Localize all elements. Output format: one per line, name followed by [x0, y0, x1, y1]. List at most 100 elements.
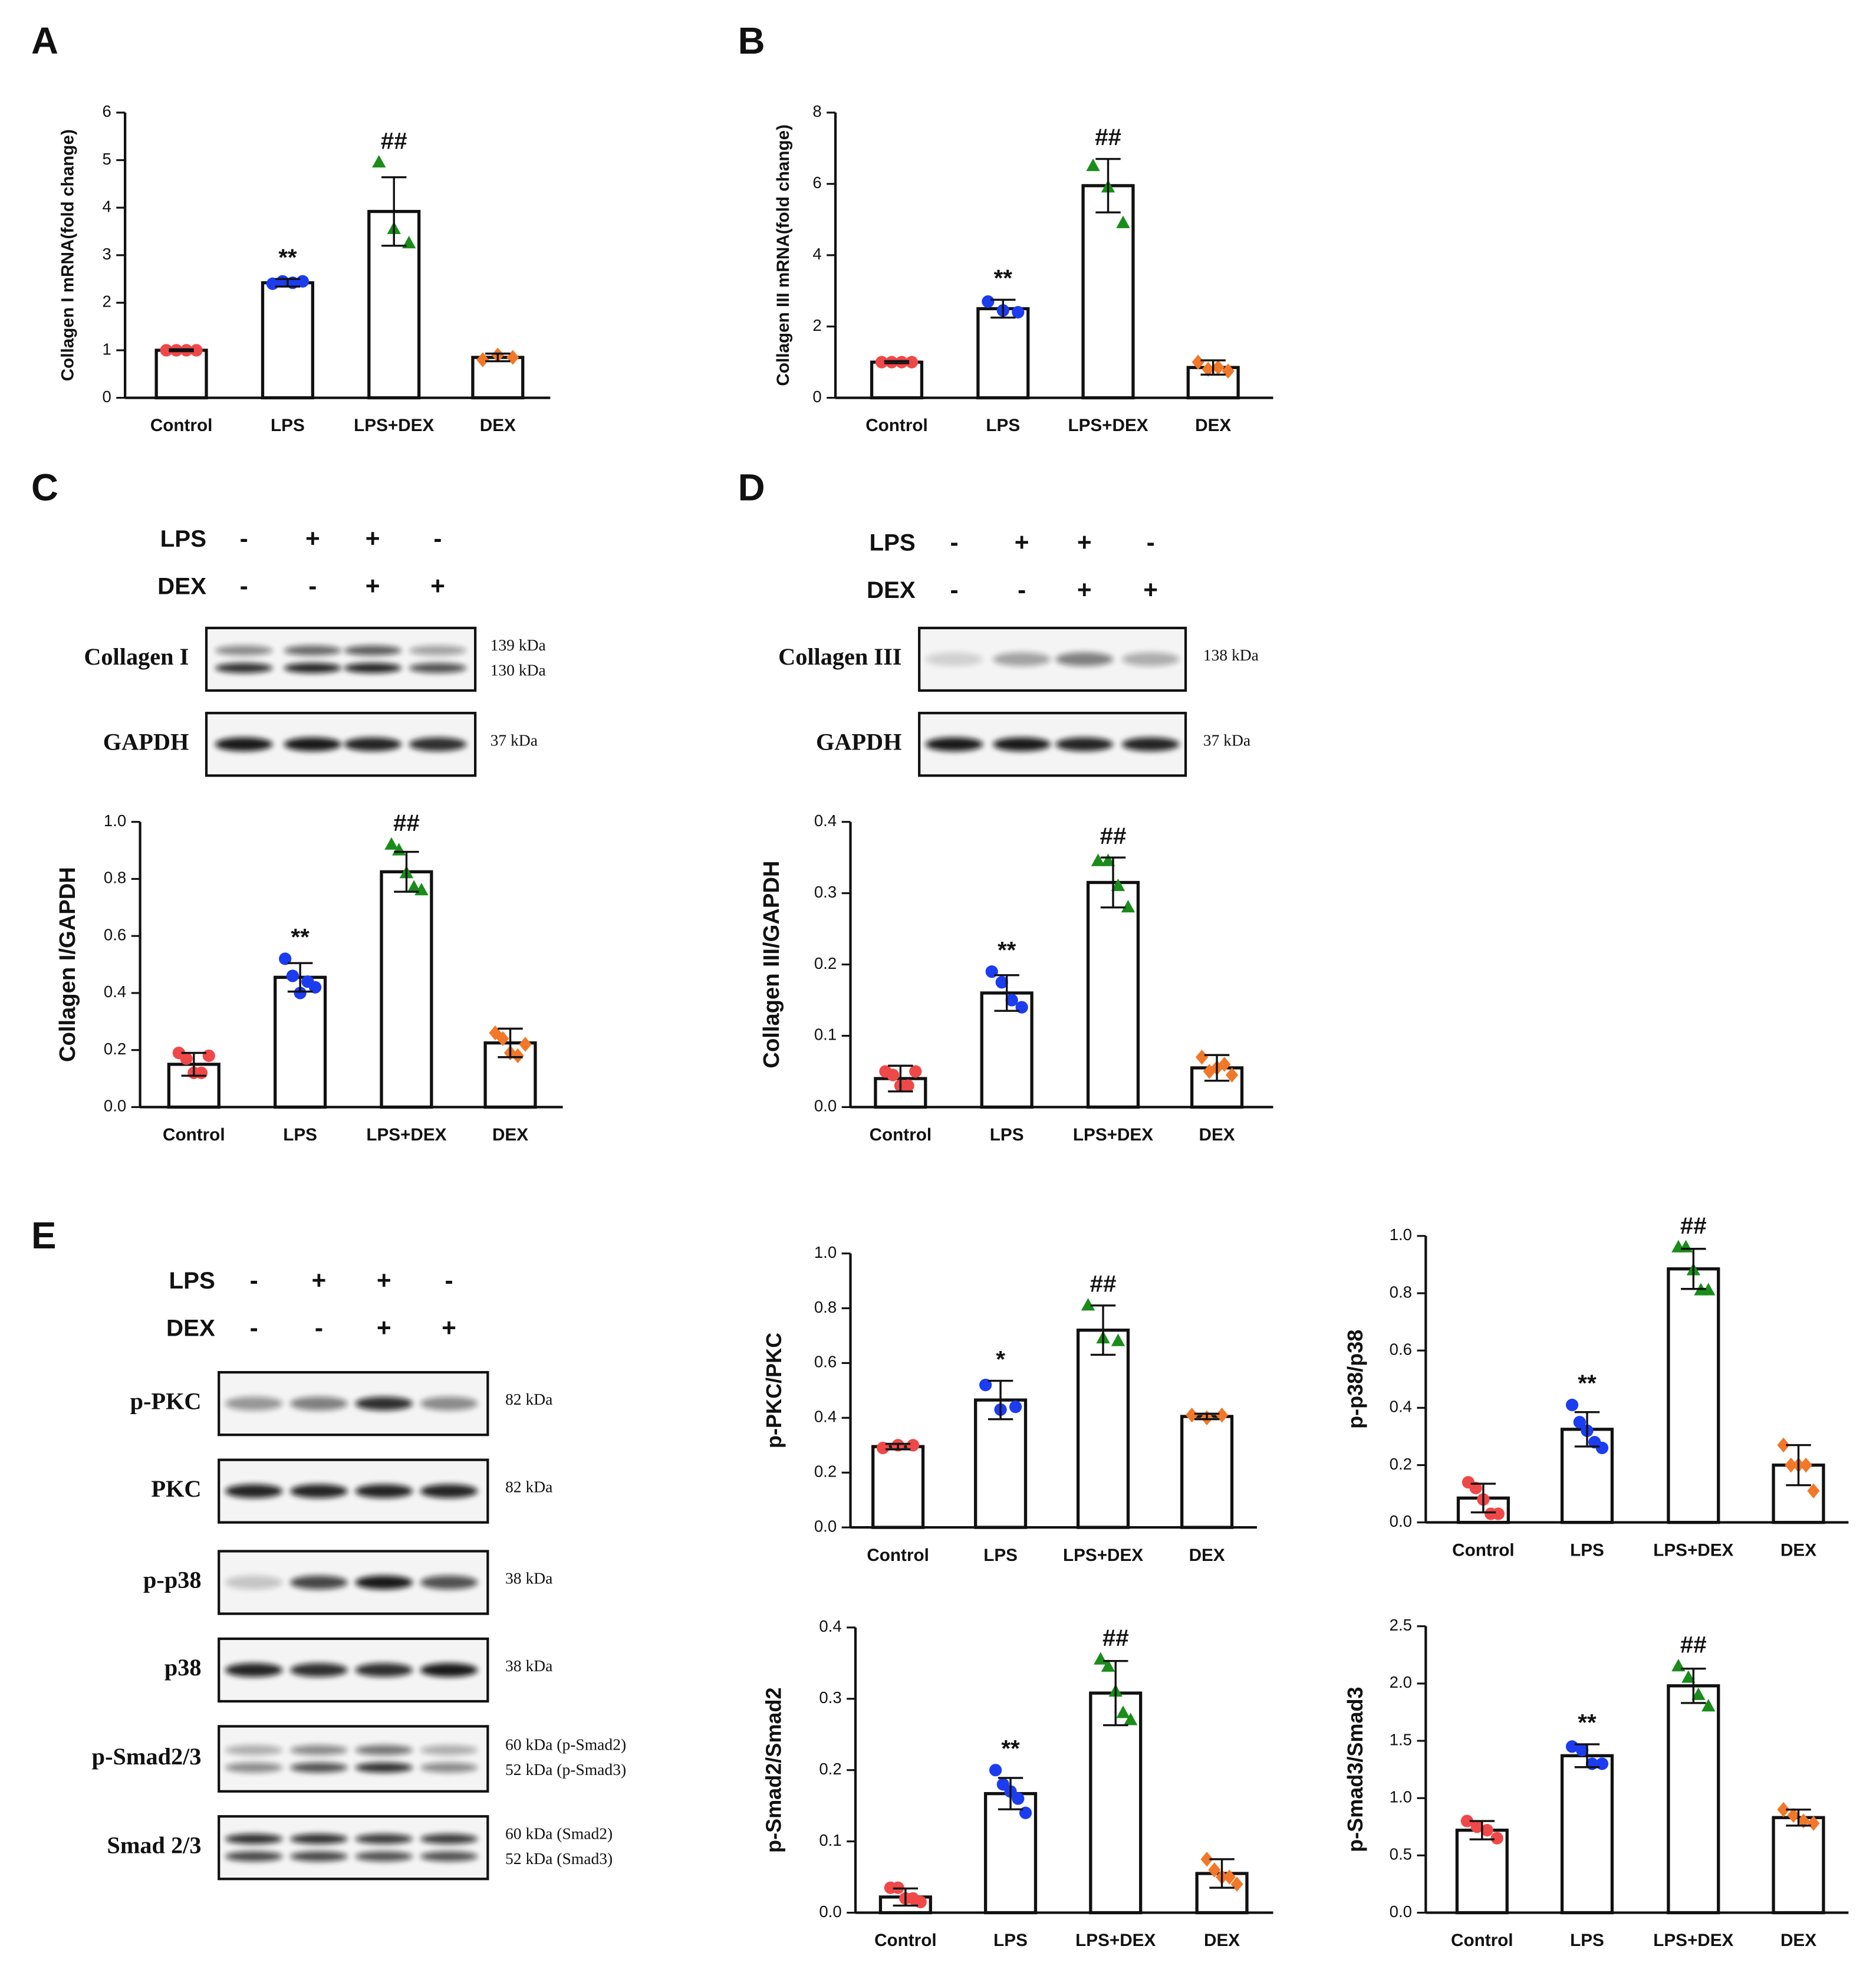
chart: p-Smad2/Smad2 0.0 0.1 0.2 0.3 0.4 Control LPS **…	[762, 1617, 1273, 1950]
x-tick-label: LPS	[283, 1125, 317, 1145]
data-point	[887, 1069, 900, 1082]
significance: **	[1578, 1710, 1597, 1736]
data-point	[1005, 994, 1018, 1007]
bar	[871, 1445, 925, 1529]
data-point	[202, 1049, 215, 1062]
y-axis-label: p-PKC/PKC	[762, 1333, 786, 1448]
x-tick-label: Control	[1451, 1931, 1513, 1950]
data-point	[1116, 215, 1130, 228]
band-size: 130 kDa	[491, 660, 546, 679]
y-tick-label: 0	[812, 387, 821, 406]
y-tick-label: 0.6	[104, 925, 126, 944]
treatment-sign: +	[366, 572, 380, 600]
x-tick-label: LPS+DEX	[1068, 416, 1148, 435]
band	[355, 1575, 413, 1590]
y-tick-label: 0.8	[104, 869, 126, 887]
data-point	[1101, 853, 1115, 866]
treatment-sign: +	[377, 1267, 391, 1294]
y-tick-label: 1.5	[1390, 1730, 1412, 1748]
x-tick-label: DEX	[1199, 1125, 1235, 1145]
data-point	[195, 1066, 208, 1079]
y-tick-label: 4	[812, 245, 821, 263]
y-tick-label: 0.1	[819, 1831, 841, 1849]
treatment-sign: -	[308, 572, 317, 600]
data-point	[1101, 1659, 1115, 1672]
y-tick-label: 4	[102, 197, 111, 215]
y-tick-label: 0.4	[819, 1617, 841, 1635]
data-point	[909, 1065, 922, 1078]
band	[993, 737, 1051, 751]
band-label: Collagen I	[84, 643, 189, 670]
y-tick-label: 2.5	[1390, 1616, 1412, 1634]
treatment-sign: +	[1077, 528, 1092, 556]
band-size: 37 kDa	[1203, 731, 1250, 749]
panel-label: A	[31, 20, 58, 62]
x-tick-label: LPS+DEX	[1073, 1125, 1153, 1145]
treatment-sign: +	[377, 1314, 391, 1342]
band	[1121, 652, 1180, 666]
data-point	[294, 987, 307, 1000]
x-tick-label: DEX	[480, 416, 516, 435]
panel-label: C	[31, 466, 58, 508]
data-point	[1012, 1792, 1025, 1805]
significance: **	[994, 265, 1013, 291]
y-tick-label: 0.0	[104, 1097, 126, 1115]
blot-box	[218, 1815, 489, 1881]
band	[284, 737, 342, 751]
y-tick-label: 0.0	[819, 1902, 841, 1921]
data-point	[1121, 900, 1136, 913]
x-tick-label: Control	[150, 416, 213, 435]
x-tick-label: LPS	[990, 1125, 1024, 1145]
treatment-sign: +	[1015, 528, 1029, 556]
data-point	[1480, 1824, 1493, 1837]
blot-box	[218, 1725, 489, 1793]
band-label: Collagen III	[778, 643, 901, 670]
chart: Collagen I mRNA(fold change) 0 1 2 3 4 5 6 Contr…	[58, 102, 551, 435]
y-tick-label: 0.4	[814, 1408, 837, 1426]
data-point	[1701, 1283, 1716, 1296]
data-point	[1124, 1712, 1138, 1725]
y-tick-label: 2.0	[1390, 1673, 1412, 1691]
data-point	[1111, 878, 1125, 892]
treatment-sign: -	[1018, 576, 1026, 604]
chart: Collagen III/GAPDH 0.0 0.1 0.2 0.3 0.4 Control…	[759, 811, 1273, 1145]
data-point	[989, 1764, 1002, 1777]
band	[355, 1833, 413, 1844]
treatment-label: LPS	[169, 1267, 215, 1294]
x-tick-label: LPS+DEX	[1653, 1931, 1733, 1950]
treatment-sign: -	[445, 1267, 453, 1294]
data-point	[885, 356, 898, 369]
chart: p-PKC/PKC 0.0 0.2 0.4 0.6 0.8 1.0 Control LPS * LP…	[762, 1243, 1257, 1565]
band	[420, 1745, 478, 1756]
y-axis-label: Collagen I/GAPDH	[55, 867, 80, 1062]
treatment-sign: -	[1147, 528, 1155, 556]
data-point	[279, 952, 292, 965]
band	[420, 1396, 478, 1411]
y-axis-label: p-Smad3/Smad3	[1343, 1687, 1367, 1852]
band-label: p-PKC	[130, 1388, 202, 1414]
chart: p-p38/p38 0.0 0.2 0.4 0.6 0.8 1.0 Control LPS ** L…	[1343, 1212, 1849, 1560]
y-tick-label: 0.5	[1390, 1845, 1412, 1863]
x-tick-label: Control	[867, 1546, 929, 1565]
y-tick-label: 0.6	[814, 1353, 837, 1371]
treatment-sign: -	[250, 1267, 258, 1294]
x-tick-label: LPS	[983, 1546, 1018, 1565]
band-size: 38 kDa	[505, 1569, 552, 1587]
y-axis-label: Collagen III/GAPDH	[759, 861, 784, 1069]
y-tick-label: 0.6	[1390, 1340, 1412, 1358]
data-point	[384, 837, 399, 850]
treatment-sign: -	[950, 528, 959, 556]
data-point	[1202, 361, 1215, 377]
y-tick-label: 0.2	[819, 1760, 841, 1778]
x-tick-label: LPS	[986, 416, 1020, 435]
data-point	[1573, 1416, 1586, 1429]
treatment-sign: +	[366, 525, 380, 553]
data-point	[1094, 1652, 1108, 1665]
band	[925, 737, 983, 751]
y-tick-label: 1.0	[814, 1243, 837, 1261]
band-size: 139 kDa	[491, 636, 546, 654]
bar	[1560, 1754, 1614, 1915]
bar	[1667, 1684, 1720, 1915]
data-point	[1595, 1441, 1609, 1454]
y-tick-label: 3	[102, 245, 111, 263]
